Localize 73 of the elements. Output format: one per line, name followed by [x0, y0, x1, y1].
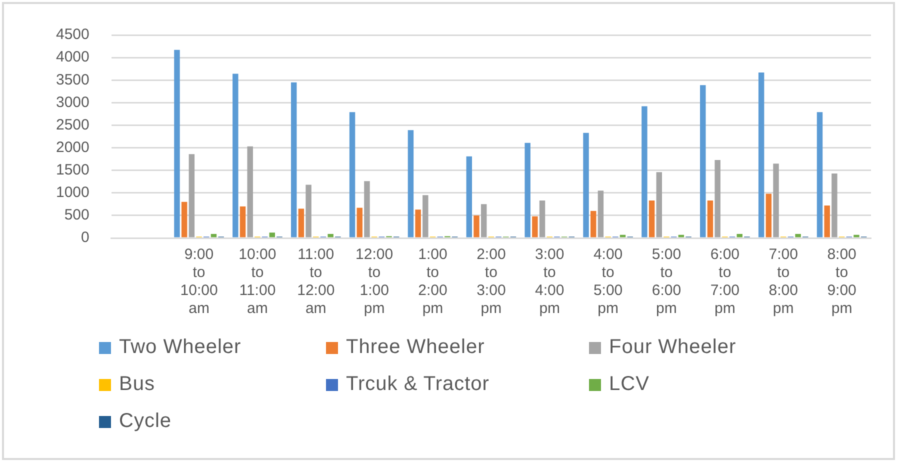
bar: [795, 234, 801, 238]
bar: [328, 234, 334, 238]
bar: [773, 164, 779, 238]
x-tick-label: 7:00 to 8:00 pm: [768, 246, 798, 318]
bar: [290, 82, 297, 238]
legend-label: LCV: [609, 373, 650, 396]
bar: [598, 190, 604, 238]
bar: [474, 215, 480, 238]
x-tick-label: 6:00 to 7:00 pm: [710, 246, 740, 318]
bar: [656, 172, 662, 238]
y-tick-label: 1000: [56, 184, 90, 202]
legend-label: Trcuk & Tractor: [346, 373, 490, 396]
y-tick-label: 3000: [56, 94, 90, 111]
bar: [240, 206, 246, 238]
y-tick-label: 2500: [56, 116, 90, 134]
x-tick-label: 4:00 to 5:00 pm: [593, 246, 623, 318]
y-tick-label: 2000: [56, 138, 90, 156]
legend-label: Bus: [119, 373, 155, 396]
x-tick-label: 5:00 to 6:00 pm: [652, 246, 682, 318]
bar: [714, 160, 720, 238]
bar: [648, 200, 655, 238]
bar: [816, 112, 823, 238]
bar: [188, 154, 195, 238]
bar: [466, 156, 472, 238]
bar: [678, 234, 684, 238]
bar: [247, 146, 253, 238]
y-tick-label: 3500: [56, 71, 90, 88]
bar: [590, 210, 596, 238]
y-tick-label: 0: [81, 229, 90, 246]
legend-label: Cycle: [119, 410, 172, 433]
legend-label: Four Wheeler: [609, 336, 736, 359]
bar: [422, 195, 428, 238]
x-tick-label: 11:00 to 12:00 am: [297, 246, 335, 318]
y-tick-label: 1500: [56, 161, 90, 178]
bar: [408, 130, 414, 238]
bar: [174, 50, 180, 238]
bar: [532, 216, 538, 238]
bar: [620, 234, 626, 238]
bar: [356, 208, 362, 238]
bar: [364, 181, 370, 238]
bar: [539, 200, 546, 238]
bar: [306, 184, 312, 238]
y-tick-label: 4000: [56, 48, 90, 66]
bar: [415, 210, 421, 238]
x-tick-label: 12:00 to 1:00 pm: [356, 246, 394, 318]
bar: [766, 194, 772, 238]
bar: [210, 234, 217, 238]
bar: [232, 74, 238, 238]
bar: [298, 208, 304, 238]
bar: [583, 132, 589, 238]
x-tick-label: 9:00 to 10:00 am: [180, 246, 218, 318]
bar: [480, 204, 487, 238]
x-tick-label: 8:00 to 9:00 pm: [827, 246, 856, 318]
x-tick-label: 2:00 to 3:00 pm: [476, 246, 506, 318]
bar: [700, 85, 706, 238]
bar: [824, 206, 830, 238]
bar: [349, 112, 356, 238]
x-tick-label: 3:00 to 4:00 pm: [535, 246, 564, 318]
bar: [642, 106, 648, 238]
legend-label: Two Wheeler: [119, 336, 242, 359]
y-tick-label: 4500: [56, 26, 90, 44]
x-tick-label: 1:00 to 2:00 pm: [418, 246, 448, 318]
legend-label: Three Wheeler: [346, 336, 485, 359]
bar: [832, 173, 838, 238]
bar: [758, 72, 764, 238]
y-tick-label: 500: [64, 206, 90, 224]
bar: [736, 234, 742, 238]
bar: [181, 202, 188, 238]
bar: [707, 200, 714, 238]
bar: [269, 232, 276, 238]
x-tick-label: 10:00 to 11:00 am: [238, 246, 276, 318]
bar: [854, 234, 860, 238]
bar: [524, 142, 530, 238]
